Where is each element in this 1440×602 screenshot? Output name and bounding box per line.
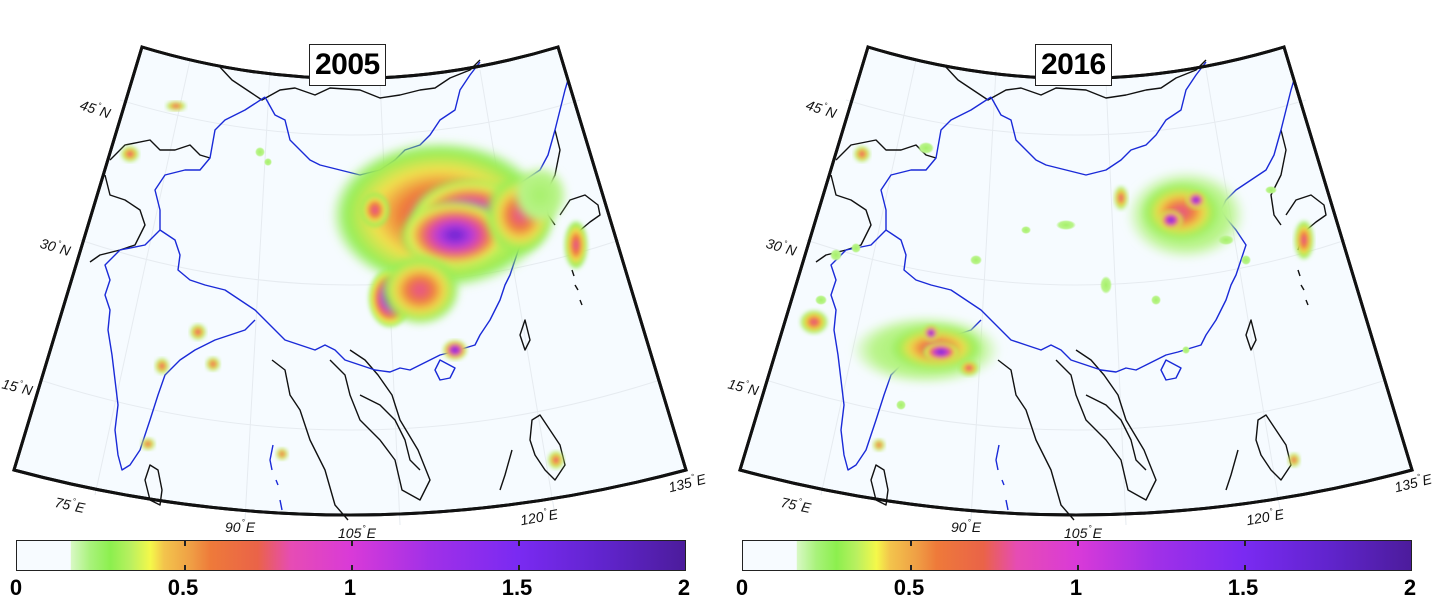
colorbar-2005: [16, 540, 686, 571]
emission-hotspots-2016: [800, 142, 1314, 467]
colorbar-tick-2: 2: [1403, 575, 1417, 600]
lon-label-105e: 105°E: [338, 524, 376, 541]
colorbar-tick-2: 2: [677, 575, 691, 600]
map-2016: [738, 45, 1414, 527]
map-2005: [12, 45, 688, 527]
colorbar-tick-1: 1: [1069, 575, 1083, 600]
lon-label-105e: 105°E: [1064, 524, 1102, 541]
colorbar-tick-1-5: 1.5: [501, 575, 533, 600]
colorbar-tick-0-5: 0.5: [893, 575, 925, 600]
colorbar-tick-0: 0: [9, 575, 23, 600]
map-panel-2005: 2005 45°N 30°N 15°N 75°E 90°E 105°E 120°…: [0, 44, 707, 600]
colorbar-2016: [742, 540, 1412, 571]
colorbar-tick-0-5: 0.5: [167, 575, 199, 600]
colorbar-tick-1: 1: [343, 575, 357, 600]
map-title-2005: 2005: [309, 44, 386, 86]
lon-label-90e: 90°E: [225, 518, 256, 535]
emission-hotspots-2005: [121, 101, 588, 469]
colorbar-tick-1-5: 1.5: [1227, 575, 1259, 600]
lon-label-90e: 90°E: [951, 518, 982, 535]
map-panel-2016: 2016 45°N 30°N 15°N 75°E 90°E 105°E 120°…: [726, 0, 1440, 602]
colorbar-tick-0: 0: [735, 575, 749, 600]
map-title-2016: 2016: [1035, 44, 1112, 86]
